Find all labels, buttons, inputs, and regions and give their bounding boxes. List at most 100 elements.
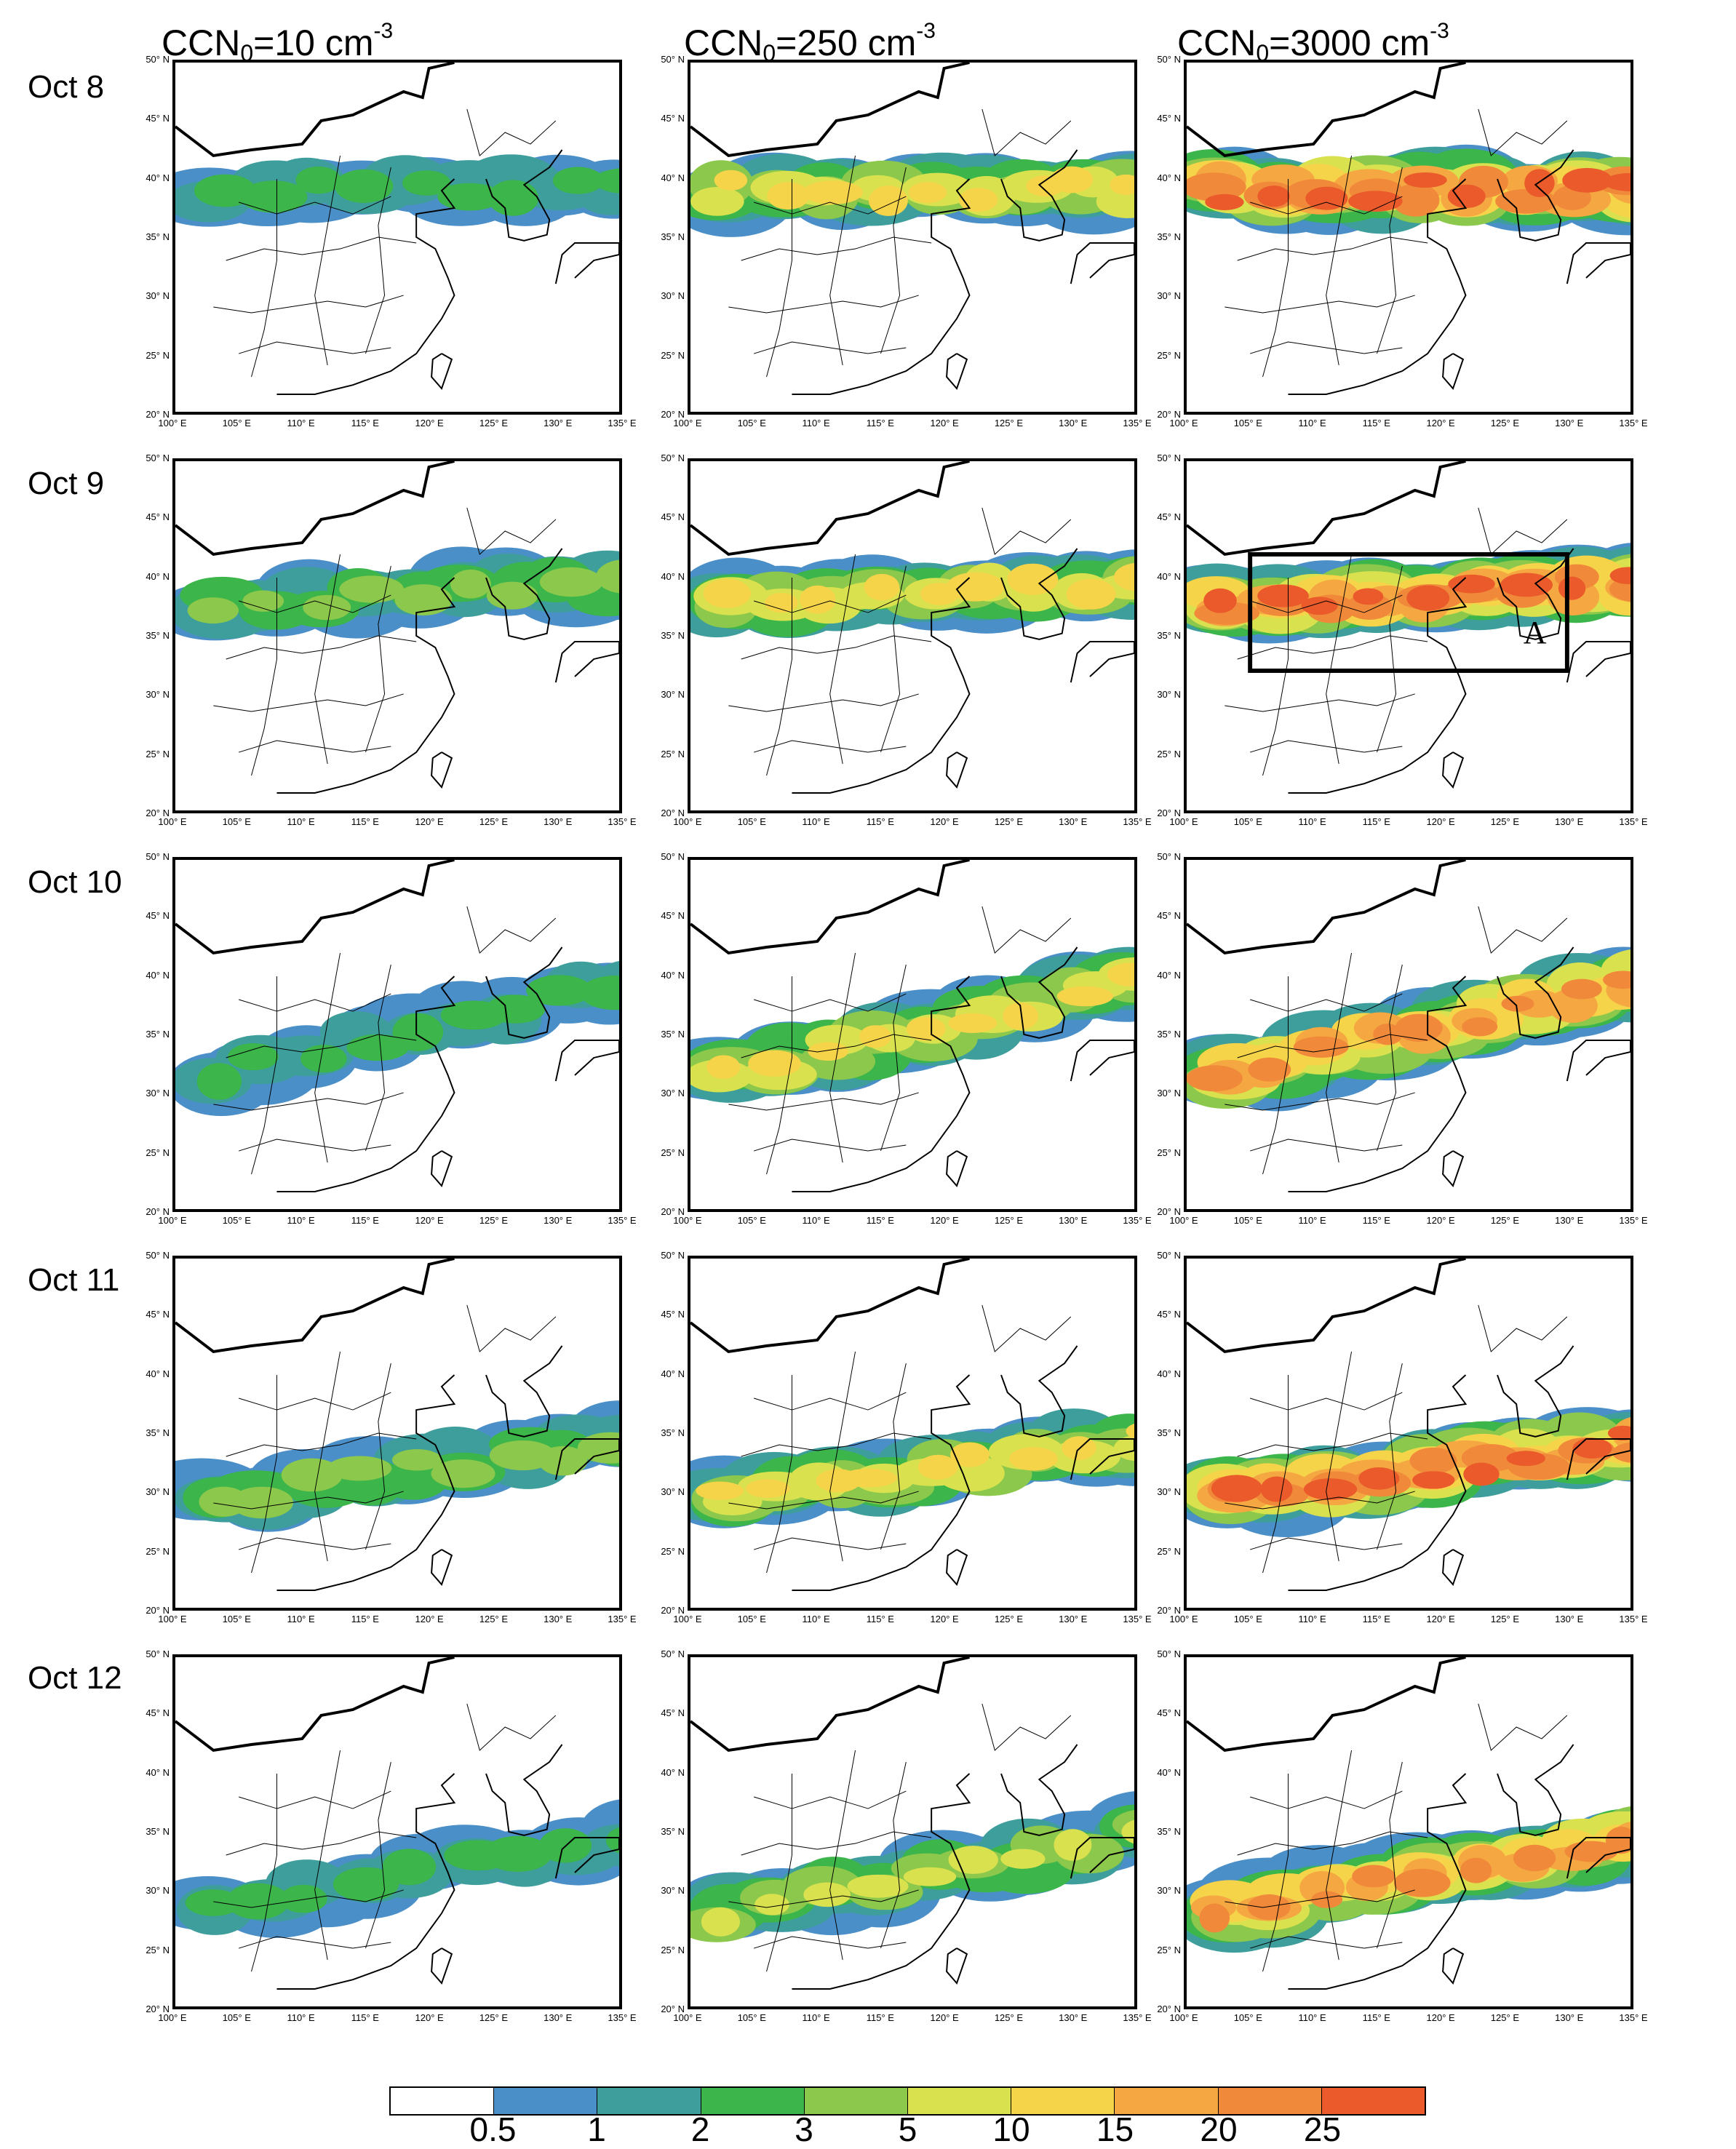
- province-border: [741, 1432, 932, 1457]
- province-border: [741, 1831, 932, 1856]
- lon-tick-label: 110° E: [802, 418, 830, 428]
- colorbar-cell: [597, 2088, 701, 2114]
- precip-contour: [1603, 970, 1631, 989]
- lat-tick-label: 50° N: [661, 54, 685, 65]
- precip-contour: [196, 1063, 242, 1100]
- colorbar-cell: [1321, 2088, 1425, 2114]
- precip-contour: [300, 1045, 347, 1073]
- province-border: [766, 976, 792, 1175]
- korea-coastline: [1000, 548, 1078, 640]
- taiwan-outline: [431, 1549, 453, 1586]
- precip-contour: [1393, 1868, 1451, 1897]
- lon-tick-label: 135° E: [608, 2012, 637, 2023]
- province-border: [213, 693, 404, 712]
- province-border: [982, 1703, 1072, 1751]
- province-border: [213, 1491, 404, 1510]
- lat-tick-label: 25° N: [146, 1944, 170, 1955]
- lat-tick-label: 40° N: [1157, 570, 1181, 582]
- province-border: [365, 167, 391, 354]
- lon-tick-label: 115° E: [351, 816, 379, 827]
- taiwan-outline: [431, 1947, 453, 1985]
- lat-tick-label: 30° N: [661, 1088, 685, 1099]
- lon-tick-label: 135° E: [608, 1614, 637, 1624]
- lat-tick-label: 35° N: [1157, 1826, 1181, 1837]
- lat-tick-label: 40° N: [1157, 172, 1181, 183]
- map-panel-r1-c1: [172, 60, 622, 415]
- lat-tick-label: 30° N: [1157, 290, 1181, 302]
- precip-contour: [526, 975, 592, 1006]
- korea-coastline: [1000, 1744, 1078, 1836]
- lat-tick-label: 45° N: [146, 910, 170, 922]
- colorbar-cell: [1218, 2088, 1322, 2114]
- map-panel-r2-c3: A: [1184, 458, 1633, 813]
- national-border: [690, 860, 970, 955]
- precip-contour: [487, 180, 538, 216]
- lat-tick-label: 50° N: [1157, 1648, 1181, 1659]
- province-border: [829, 155, 856, 366]
- map-panel-r3-c3: [1184, 857, 1633, 1212]
- precip-contour: [1562, 167, 1612, 193]
- lon-tick-label: 115° E: [1362, 1215, 1390, 1226]
- lat-tick-label: 35° N: [661, 1826, 685, 1837]
- map-panel-r5-c2: [688, 1654, 1137, 2009]
- national-border: [690, 1657, 970, 1753]
- lon-tick-label: 100° E: [1169, 1215, 1198, 1226]
- national-border: [175, 860, 455, 955]
- precip-contour: [1460, 1857, 1492, 1883]
- lon-tick-label: 110° E: [1298, 1215, 1326, 1226]
- province-border: [239, 1537, 391, 1550]
- precip-contour: [754, 1894, 789, 1915]
- national-border: [175, 1259, 455, 1354]
- province-border: [466, 108, 557, 156]
- lon-tick-label: 120° E: [1426, 1215, 1455, 1226]
- lat-tick-label: 25° N: [146, 349, 170, 361]
- lon-tick-label: 130° E: [1059, 1215, 1088, 1226]
- precip-contour: [226, 1883, 290, 1920]
- column-title-3: CCN0=3000 cm-3: [1177, 19, 1449, 66]
- precip-contour: [1187, 172, 1246, 202]
- lat-tick-label: 45° N: [661, 511, 685, 523]
- province-border: [314, 1351, 341, 1562]
- province-border: [466, 1703, 557, 1751]
- lon-tick-label: 110° E: [802, 1614, 830, 1624]
- province-border: [754, 341, 907, 354]
- japan-coastline: [1070, 242, 1134, 284]
- province-border: [1225, 295, 1415, 314]
- lon-tick-label: 100° E: [1169, 1614, 1198, 1624]
- province-border: [754, 1392, 907, 1411]
- province-border: [1326, 1351, 1353, 1562]
- lon-tick-label: 115° E: [1362, 1614, 1390, 1624]
- lon-tick-label: 120° E: [415, 418, 444, 428]
- precip-contour: [335, 169, 394, 203]
- precip-contour: [431, 1459, 495, 1488]
- lat-tick-label: 40° N: [146, 1368, 170, 1379]
- province-border: [982, 108, 1072, 156]
- province-border: [741, 635, 932, 660]
- precip-contour: [714, 170, 748, 191]
- province-border: [1250, 196, 1403, 215]
- lon-tick-label: 105° E: [1233, 418, 1262, 428]
- lat-tick-label: 50° N: [661, 1648, 685, 1659]
- lat-tick-label: 50° N: [146, 54, 170, 65]
- province-border: [766, 1774, 792, 1972]
- lat-tick-label: 40° N: [1157, 1368, 1181, 1379]
- lon-tick-label: 115° E: [351, 1614, 379, 1624]
- precip-contour: [1462, 1017, 1498, 1037]
- national-border: [1187, 860, 1466, 955]
- row-label-oct-12: Oct 12: [28, 1660, 122, 1696]
- lon-tick-label: 105° E: [737, 1614, 766, 1624]
- lat-tick-label: 25° N: [661, 1147, 685, 1158]
- lat-tick-label: 25° N: [661, 349, 685, 361]
- province-border: [1326, 952, 1353, 1163]
- precip-contour: [242, 590, 284, 612]
- map-svg: [1187, 63, 1631, 395]
- province-border: [829, 554, 856, 765]
- lon-tick-label: 130° E: [544, 1215, 573, 1226]
- national-border: [690, 461, 970, 557]
- province-border: [766, 578, 792, 776]
- map-svg: [1187, 461, 1631, 794]
- lat-tick-label: 30° N: [146, 290, 170, 302]
- province-border: [1262, 1375, 1289, 1574]
- colorbar-label: 1: [587, 2110, 606, 2148]
- lat-tick-label: 30° N: [1157, 689, 1181, 701]
